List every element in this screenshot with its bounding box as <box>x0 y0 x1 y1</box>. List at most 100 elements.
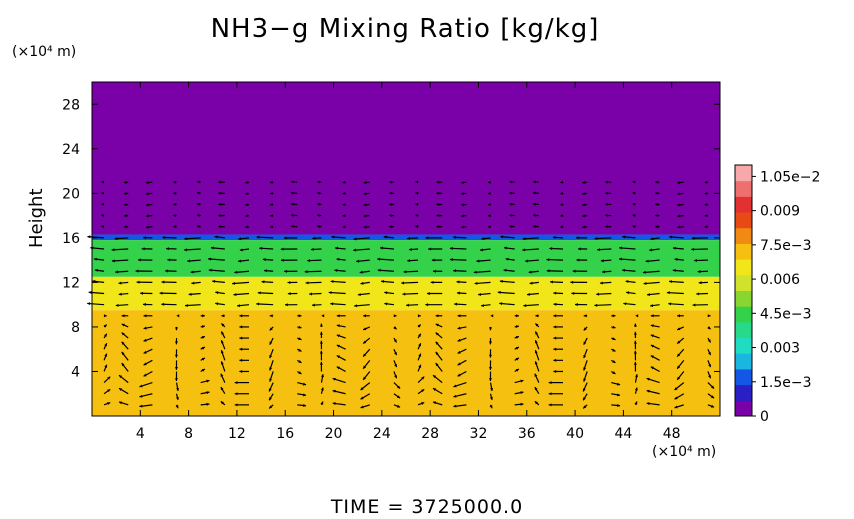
wind-vector-head <box>650 366 654 370</box>
wind-vector-head <box>605 202 608 206</box>
wind-vector-head <box>239 325 243 329</box>
wind-vector-head <box>107 389 111 393</box>
wind-vector-head <box>187 259 191 263</box>
wind-vector-head <box>159 291 163 295</box>
wind-vector-head <box>534 350 538 354</box>
wind-vector-head <box>407 259 411 263</box>
wind-vector-head <box>435 363 439 367</box>
wind-vector-head <box>363 365 367 369</box>
wind-vector-head <box>121 332 125 336</box>
wind-vector-head <box>677 181 681 185</box>
wind-vector-head <box>691 236 695 240</box>
wind-vector-head <box>377 257 381 261</box>
wind-vector-head <box>655 191 659 195</box>
wind-vector-head <box>303 393 307 397</box>
wind-vector-head <box>415 191 419 195</box>
wind-vector-head <box>221 314 225 318</box>
wind-vector-head <box>421 376 425 380</box>
wind-vector-head <box>363 376 367 380</box>
wind-vector-head <box>633 350 637 354</box>
wind-vector-head <box>431 258 435 262</box>
wind-vector-head <box>238 237 242 241</box>
wind-vector-head <box>298 360 302 363</box>
wind-vector-head <box>305 281 309 285</box>
wind-vector-head <box>101 191 105 195</box>
wind-vector-head <box>515 325 519 329</box>
wind-vector-head <box>234 403 238 407</box>
wind-vector-head <box>650 355 654 359</box>
colorbar-tick-label: 1.05e−2 <box>760 169 820 185</box>
x-tick-label: 12 <box>228 426 246 442</box>
wind-vector-head <box>623 302 627 306</box>
wind-vector-head <box>655 214 659 218</box>
wind-vector-head <box>535 331 539 335</box>
wind-vector-head <box>334 246 338 250</box>
wind-vector-head <box>509 202 513 206</box>
wind-vector-head <box>118 401 123 405</box>
wind-vector-head <box>478 292 482 296</box>
wind-vector-head <box>336 257 340 261</box>
wind-vector-head <box>704 202 708 207</box>
wind-vector-head <box>269 397 272 401</box>
chart-title: NH3−g Mixing Ratio [kg/kg] <box>210 14 600 44</box>
wind-vector-head <box>488 327 493 331</box>
wind-vector-head <box>393 326 397 330</box>
wind-vector-head <box>319 331 323 335</box>
wind-vector-head <box>218 191 222 195</box>
wind-vector-head <box>312 236 316 240</box>
wind-vector-head <box>534 361 538 365</box>
wind-vector-head <box>319 350 323 354</box>
colorbar-swatch <box>735 306 752 323</box>
wind-vector-head <box>245 225 249 229</box>
wind-vector-head <box>383 235 387 239</box>
wind-vector-head <box>261 280 265 284</box>
wind-vector-head <box>582 203 586 207</box>
wind-vector-head <box>515 336 519 339</box>
y-tick-label: 12 <box>62 275 80 291</box>
wind-vector-head <box>201 346 205 350</box>
wind-vector-head <box>516 314 519 318</box>
wind-vector-head <box>123 214 127 218</box>
wind-vector-head <box>269 354 273 359</box>
wind-vector-head <box>103 324 107 328</box>
wind-vector-head <box>436 225 440 229</box>
wind-vector-head <box>415 202 419 206</box>
wind-vector-head <box>174 341 179 345</box>
wind-vector-head <box>425 236 429 240</box>
wind-vector-head <box>336 366 340 370</box>
colorbar-swatch <box>735 259 752 276</box>
wind-vector-head <box>533 191 536 195</box>
wind-vector-head <box>101 180 105 184</box>
wind-vector-head <box>360 281 364 285</box>
wind-vector-head <box>417 314 421 318</box>
wind-vector-head <box>103 314 107 318</box>
wind-vector-head <box>317 213 321 217</box>
wind-vector-head <box>509 213 513 217</box>
wind-vector-head <box>290 224 294 228</box>
wind-vector-head <box>553 369 557 374</box>
wind-vector-head <box>290 191 294 195</box>
wind-vector-head <box>121 314 125 318</box>
wind-vector-head <box>461 180 465 185</box>
wind-vector-head <box>104 343 107 347</box>
wind-vector-head <box>490 314 494 318</box>
wind-vector-head <box>677 203 681 207</box>
x-tick-label: 8 <box>184 426 193 442</box>
wind-vector-head <box>522 248 526 252</box>
wind-vector-head <box>331 235 335 239</box>
wind-vector-head <box>669 235 673 239</box>
wind-vector-head <box>332 402 336 406</box>
wind-vector-head <box>176 387 180 392</box>
wind-vector-head <box>520 379 524 383</box>
colorbar-swatch <box>735 290 752 307</box>
wind-vector-head <box>669 280 672 284</box>
wind-vector-head <box>360 387 364 391</box>
wind-vector-head <box>599 281 603 285</box>
wind-vector-head <box>206 391 210 395</box>
wind-vector-head <box>380 246 384 250</box>
wind-vector-head <box>560 202 564 206</box>
wind-vector-head <box>602 270 606 274</box>
wind-vector-head <box>384 291 388 295</box>
wind-vector-head <box>645 259 649 263</box>
wind-vector-head <box>417 333 421 337</box>
